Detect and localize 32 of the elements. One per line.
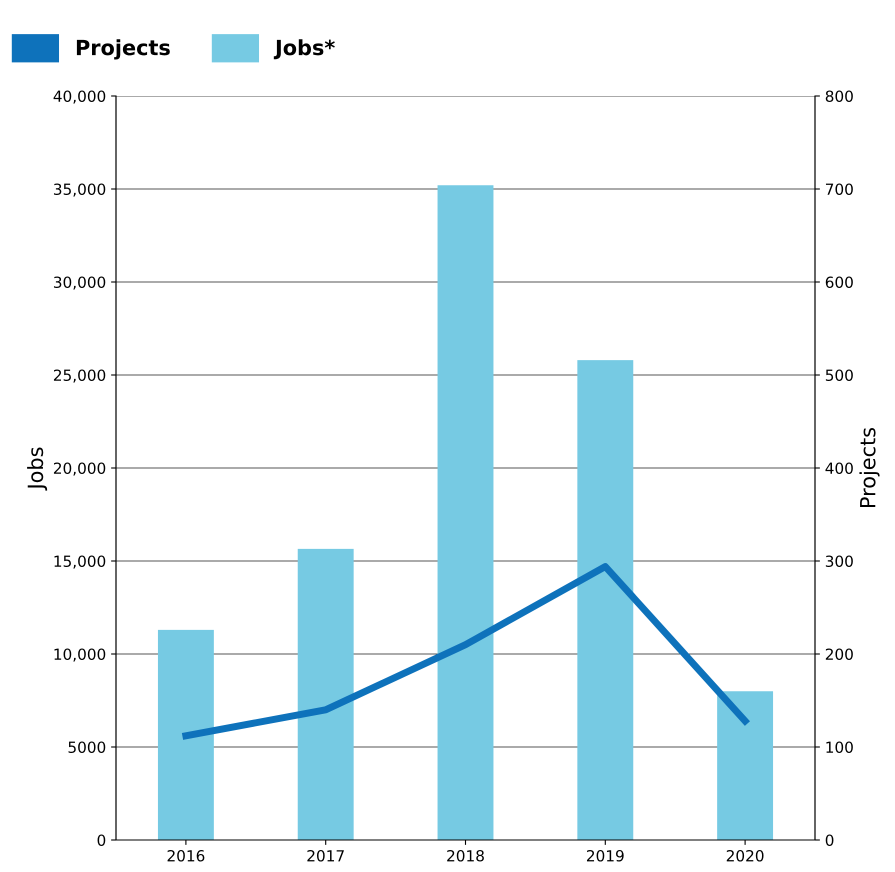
y2-tick-label: 500	[826, 369, 853, 382]
x-tick-label: 2020	[726, 850, 764, 862]
y2-tick-label: 100	[826, 741, 853, 754]
y2-axis-title: Projects	[859, 428, 880, 508]
y-tick-label: 5000	[68, 741, 106, 754]
y-tick-label: 30,000	[54, 276, 106, 290]
y2-tick-label: 600	[826, 276, 853, 288]
x-tick-label: 2019	[586, 850, 624, 862]
legend-label: Jobs*	[274, 39, 335, 60]
y-tick-label: 0	[98, 834, 106, 846]
bar	[438, 185, 494, 840]
y2-tick-label: 800	[826, 90, 853, 102]
y2-tick-label: 400	[825, 462, 853, 474]
y2-tick-label: 200	[826, 648, 853, 660]
y-tick-label: 15,000	[54, 555, 106, 569]
y-tick-label: 10,000	[54, 648, 106, 662]
y-tick-label: 25,000	[54, 369, 106, 383]
x-tick-label: 2017	[307, 850, 344, 862]
y2-tick-label: 300	[826, 555, 853, 568]
bar	[158, 630, 214, 840]
y2-tick-label: 700	[826, 183, 853, 196]
x-tick-label: 2018	[447, 850, 484, 862]
legend-label: Projects	[76, 39, 170, 60]
y2-tick-label: 0	[826, 834, 834, 846]
y-axis-title: Jobs	[27, 448, 48, 491]
y-tick-label: 40,000	[54, 90, 106, 104]
y-tick-label: 20,000	[54, 462, 106, 476]
y-tick-label: 35,000	[54, 183, 106, 197]
x-tick-label: 2016	[168, 850, 204, 862]
bar	[298, 548, 354, 840]
bar	[717, 691, 774, 840]
bar	[577, 360, 634, 840]
